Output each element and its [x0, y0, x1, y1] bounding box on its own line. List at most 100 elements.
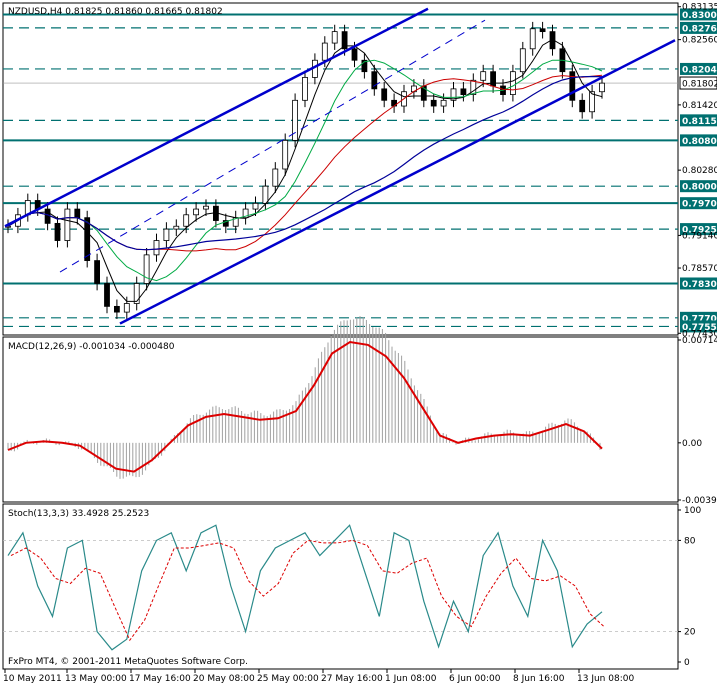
y-tick-label: 0.81420	[682, 101, 717, 111]
candle-body	[54, 222, 61, 241]
macd-signal-line	[7, 340, 603, 473]
main-header: NZDUSD,H4 0.81825 0.81860 0.81665 0.8180…	[8, 7, 223, 17]
macd-y-tick-label: 0.00	[682, 439, 702, 449]
candle-body	[302, 77, 308, 101]
level-tag	[680, 197, 717, 210]
level-tag	[680, 62, 717, 75]
candle-body	[133, 283, 140, 304]
candle-body	[460, 88, 467, 95]
level-tag-label: 0.82765	[682, 24, 717, 34]
y-tick-label: 0.78570	[682, 264, 717, 274]
candle-body	[104, 283, 110, 307]
candle-body	[252, 202, 259, 210]
stoch-y-tick-label: 0	[684, 658, 690, 668]
level-tag	[680, 320, 717, 333]
macd-y-tick-label: -0.00397	[682, 496, 717, 506]
channel-mid-line	[59, 19, 486, 273]
x-tick-label: 13 Jun 08:00	[577, 674, 634, 684]
x-tick-label: 1 Jun 08:00	[385, 674, 437, 684]
candle-body	[183, 214, 190, 227]
candle-body	[430, 99, 437, 107]
channel-lower-line	[119, 39, 676, 325]
candle-body	[292, 99, 299, 141]
stoch-y-tick-label: 80	[684, 536, 696, 546]
candle-body	[44, 208, 51, 224]
x-tick-label: 13 May 00:00	[65, 674, 127, 684]
level-tag-label: 0.79703	[682, 200, 717, 210]
candle-body	[529, 28, 536, 50]
candle-body	[193, 208, 200, 216]
candle-body	[173, 225, 180, 230]
candle-body	[450, 88, 457, 101]
stoch-plot	[3, 524, 678, 651]
y-tick-label: 0.77430	[682, 329, 717, 339]
channel-upper-line	[4, 7, 429, 228]
candle-body	[203, 205, 209, 210]
candle-body	[519, 48, 526, 73]
x-tick-label: 17 May 16:00	[129, 674, 191, 684]
candle-body	[549, 31, 556, 50]
y-tick-label: 0.80280	[682, 166, 717, 176]
candle-body	[163, 228, 170, 241]
current-price-tag	[679, 76, 717, 90]
candle-body	[64, 208, 71, 241]
candle-body	[321, 42, 328, 61]
candle-body	[114, 305, 120, 313]
candle-body	[381, 88, 388, 101]
candle-body	[222, 220, 229, 227]
macd-y-tick-label: 0.00714	[682, 336, 717, 346]
level-tag-label: 0.82048	[682, 65, 717, 75]
level-tag	[680, 223, 717, 236]
x-tick-label: 25 May 00:00	[257, 674, 319, 684]
candle-body	[599, 82, 605, 93]
level-tag	[680, 8, 717, 21]
stoch-signal-line	[10, 539, 606, 642]
macd-plot	[7, 316, 603, 479]
candle-body	[153, 240, 160, 256]
candle-body	[331, 31, 338, 44]
candle-body	[143, 254, 150, 284]
stoch-y-tick-label: 100	[684, 506, 701, 516]
main-price-plot	[3, 7, 678, 328]
x-tick-label: 10 May 2011	[3, 674, 62, 684]
stoch-header: Stoch(13,3,3) 33.4928 25.2523	[8, 509, 149, 519]
x-tick-label: 8 Jun 16:00	[513, 674, 565, 684]
candle-body	[539, 28, 546, 33]
candle-body	[440, 99, 447, 107]
stoch-y-tick-label: 20	[684, 628, 696, 638]
candle-body	[361, 59, 368, 73]
candle-body	[242, 208, 249, 219]
candle-body	[341, 31, 348, 50]
y-tick-label: 0.79140	[682, 231, 717, 241]
level-tag	[680, 277, 717, 290]
stoch-panel-frame	[2, 503, 679, 670]
candle-body	[509, 71, 516, 95]
candle-body	[579, 99, 586, 113]
candle-body	[123, 303, 130, 313]
candle-body	[470, 79, 477, 95]
candle-body	[589, 91, 595, 113]
macd-header: MACD(12,26,9) -0.001034 -0.000480	[8, 342, 175, 352]
footer-copyright: FxPro MT4, © 2001-2011 MetaQuotes Softwa…	[8, 657, 248, 667]
x-tick-label: 6 Jun 00:00	[449, 674, 501, 684]
level-tag	[680, 134, 717, 147]
candle-body	[94, 260, 100, 284]
candle-body	[282, 139, 289, 170]
y-tick-label: 0.82560	[682, 36, 717, 46]
y-tick-label: 0.83135	[682, 3, 717, 13]
candle-body	[84, 217, 91, 261]
level-tag	[680, 114, 717, 127]
candle-body	[490, 71, 497, 87]
ma-blue-line	[7, 75, 603, 251]
candle-body	[371, 71, 378, 90]
